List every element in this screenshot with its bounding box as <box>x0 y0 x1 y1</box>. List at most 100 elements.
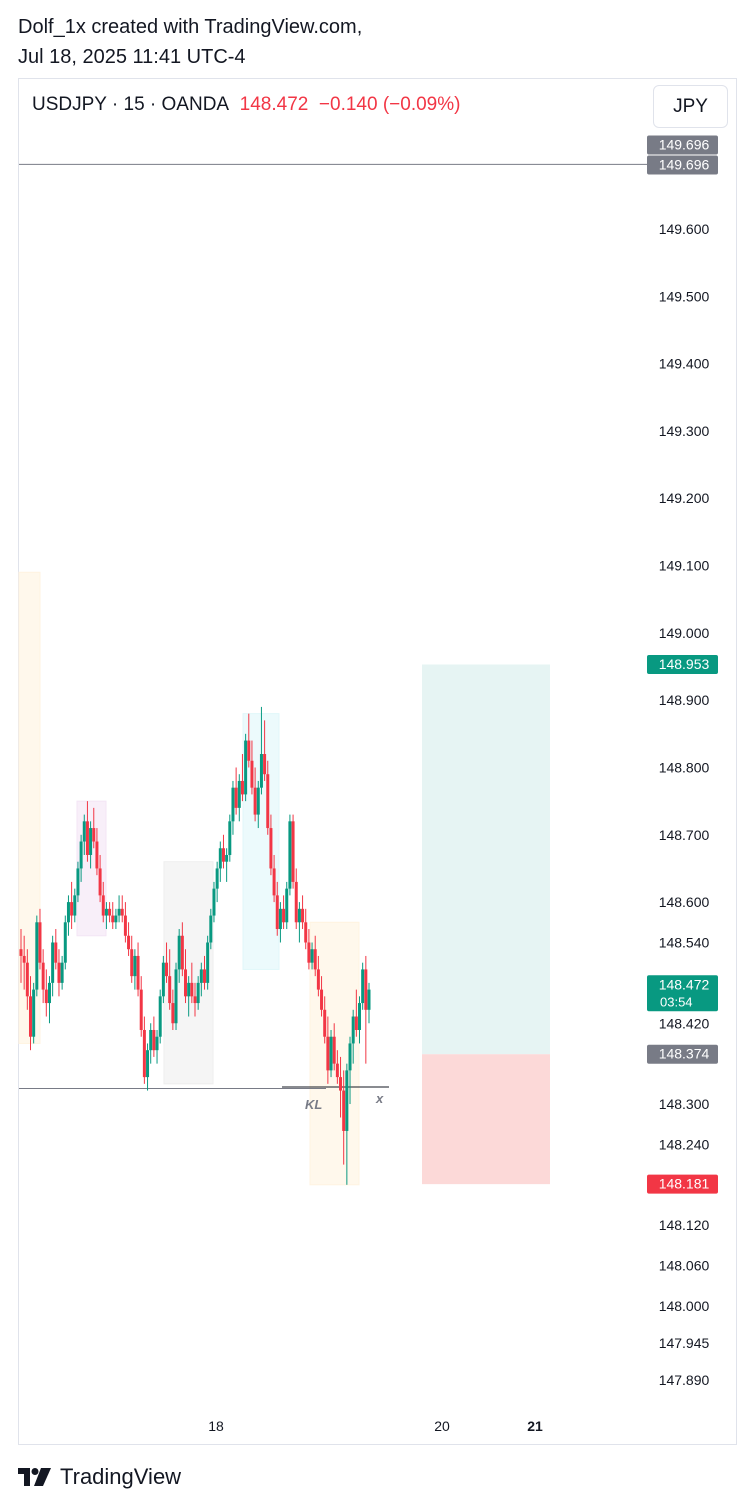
candle-body[interactable] <box>95 841 99 869</box>
candle-body[interactable] <box>171 1003 175 1024</box>
tradingview-logo[interactable]: TradingView <box>18 1464 181 1490</box>
candle-body[interactable] <box>35 922 39 990</box>
candle-body[interactable] <box>285 888 289 923</box>
candle-body[interactable] <box>193 996 197 1004</box>
candle-body[interactable] <box>89 828 93 855</box>
candle-body[interactable] <box>351 1016 355 1044</box>
candle-body[interactable] <box>304 922 308 943</box>
candle-body[interactable] <box>32 989 36 1037</box>
candle-body[interactable] <box>111 915 115 923</box>
position-profit-zone[interactable] <box>422 664 550 1055</box>
candle-body[interactable] <box>130 949 134 977</box>
candle-body[interactable] <box>22 955 26 963</box>
currency-button[interactable]: JPY <box>653 85 728 128</box>
candle-body[interactable] <box>82 821 86 842</box>
candle-body[interactable] <box>206 942 210 983</box>
candle-body[interactable] <box>335 1063 339 1078</box>
candle-body[interactable] <box>329 1036 333 1071</box>
candle-body[interactable] <box>139 989 143 1030</box>
candle-body[interactable] <box>149 1029 153 1051</box>
candle-body[interactable] <box>256 787 260 815</box>
candle-body[interactable] <box>190 982 194 997</box>
candle-body[interactable] <box>269 828 273 869</box>
candle-body[interactable] <box>237 780 241 808</box>
candle-body[interactable] <box>307 942 311 963</box>
candle-body[interactable] <box>92 828 96 842</box>
candle-body[interactable] <box>367 989 371 1010</box>
candle-body[interactable] <box>47 982 51 1004</box>
candle-body[interactable] <box>339 1077 343 1091</box>
candle-body[interactable] <box>282 908 286 923</box>
symbol-name[interactable]: USDJPY · 15 · OANDA <box>32 94 230 115</box>
candle-body[interactable] <box>320 989 324 1010</box>
candle-body[interactable] <box>158 996 162 1037</box>
candle-body[interactable] <box>184 969 188 997</box>
candle-body[interactable] <box>70 902 74 916</box>
candle-body[interactable] <box>177 935 181 970</box>
candle-body[interactable] <box>266 774 270 829</box>
candle-body[interactable] <box>199 969 203 983</box>
candle-body[interactable] <box>142 1029 146 1078</box>
candle-body[interactable] <box>316 969 320 990</box>
candle-body[interactable] <box>348 1043 352 1071</box>
candle-body[interactable] <box>76 868 80 896</box>
candle-body[interactable] <box>202 969 206 983</box>
candle-body[interactable] <box>101 895 105 916</box>
candle-body[interactable] <box>180 935 184 970</box>
candle-body[interactable] <box>73 895 77 916</box>
candle-body[interactable] <box>66 902 70 923</box>
candle-body[interactable] <box>44 989 48 1004</box>
candle-body[interactable] <box>275 895 279 930</box>
annotation-x[interactable]: x <box>375 1091 384 1106</box>
candle-body[interactable] <box>253 787 257 815</box>
candle-body[interactable] <box>54 942 58 963</box>
candle-body[interactable] <box>313 949 317 970</box>
candle-body[interactable] <box>133 955 137 977</box>
candle-body[interactable] <box>215 868 219 889</box>
candle-body[interactable] <box>104 908 108 916</box>
candle-body[interactable] <box>342 1090 346 1131</box>
candle-body[interactable] <box>332 1036 336 1064</box>
candle-body[interactable] <box>60 962 64 983</box>
candle-body[interactable] <box>209 915 213 943</box>
candle-body[interactable] <box>278 908 282 930</box>
annotation-kl[interactable]: KL <box>305 1097 322 1112</box>
candle-body[interactable] <box>231 787 235 822</box>
candle-body[interactable] <box>272 868 276 896</box>
candle-body[interactable] <box>120 908 124 916</box>
candle-body[interactable] <box>187 982 191 997</box>
candle-body[interactable] <box>345 1070 349 1131</box>
candle-body[interactable] <box>361 969 365 1004</box>
candle-body[interactable] <box>310 949 314 963</box>
candle-body[interactable] <box>79 841 83 869</box>
candle-body[interactable] <box>221 848 225 862</box>
candle-body[interactable] <box>288 821 292 889</box>
candle-body[interactable] <box>136 955 140 990</box>
candle-body[interactable] <box>250 760 254 788</box>
candle-body[interactable] <box>354 1016 358 1030</box>
candle-body[interactable] <box>244 740 248 795</box>
candle-body[interactable] <box>297 908 301 923</box>
candle-body[interactable] <box>117 908 121 916</box>
candle-body[interactable] <box>326 1036 330 1071</box>
candle-body[interactable] <box>358 1003 362 1030</box>
candle-body[interactable] <box>196 982 200 1004</box>
candle-body[interactable] <box>301 908 305 923</box>
candle-body[interactable] <box>291 821 295 882</box>
candle-body[interactable] <box>263 754 267 775</box>
candle-body[interactable] <box>364 969 368 1010</box>
candle-body[interactable] <box>63 922 67 963</box>
candle-body[interactable] <box>146 1050 150 1078</box>
candle-body[interactable] <box>25 962 29 997</box>
candle-body[interactable] <box>41 962 45 990</box>
candle-body[interactable] <box>127 935 131 950</box>
candle-body[interactable] <box>161 962 165 997</box>
candle-body[interactable] <box>234 787 238 808</box>
candle-body[interactable] <box>19 949 23 956</box>
candle-body[interactable] <box>323 1009 327 1037</box>
candle-body[interactable] <box>240 780 244 795</box>
candle-body[interactable] <box>247 740 251 761</box>
candle-body[interactable] <box>155 1036 159 1051</box>
candle-body[interactable] <box>85 821 89 855</box>
